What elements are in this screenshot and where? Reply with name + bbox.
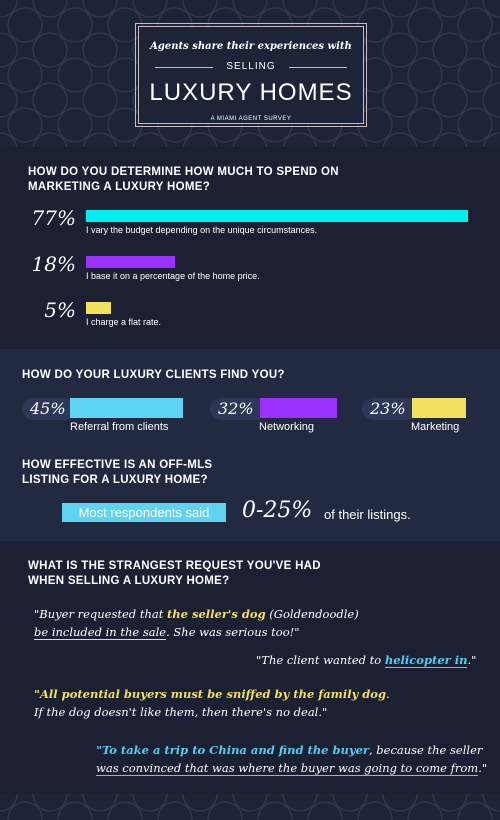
bar xyxy=(86,302,111,314)
bar xyxy=(412,398,466,418)
quote-2-highlight: helicopter in xyxy=(384,653,468,668)
quote-2-text: "The client wanted to xyxy=(256,653,385,667)
bar-category-label: I charge a flat rate. xyxy=(86,317,162,327)
quote-1-underlined: be included in the sale xyxy=(34,625,167,640)
question-4-title-line1: WHAT IS THE STRANGEST REQUEST YOU'VE HAD xyxy=(28,560,321,572)
pill-bg xyxy=(210,398,266,420)
question-1-title: HOW DO YOU DETERMINE HOW MUCH TO SPEND O… xyxy=(28,166,339,193)
bar-value-label: 23% xyxy=(370,399,406,418)
question-3-title-line1: HOW EFFECTIVE IS AN OFF-MLS xyxy=(22,459,213,471)
bar-value-label: 32% xyxy=(218,399,254,418)
pill-bg xyxy=(362,398,418,420)
bar xyxy=(260,398,337,418)
quote-1-text: "Buyer requested that xyxy=(34,607,167,621)
footer-pattern xyxy=(0,794,500,820)
bar-category-label: Networking xyxy=(259,421,315,433)
quote-2-text-2: ." xyxy=(467,653,477,667)
bar-category-label: Marketing xyxy=(411,421,460,433)
bar xyxy=(86,210,468,222)
quote-4-text: , because the seller xyxy=(368,743,483,757)
quote-3-highlight: "All potential buyers must be sniffed by… xyxy=(34,687,387,701)
quote-3: "All potential buyers must be sniffed by… xyxy=(34,685,390,721)
question-1-panel: HOW DO YOU DETERMINE HOW MUCH TO SPEND O… xyxy=(0,147,500,349)
q3-value: 0-25% xyxy=(242,498,313,523)
pill-bg xyxy=(22,398,76,420)
quote-4-text-2: ." xyxy=(478,761,488,775)
quote-4: "To take a trip to China and find the bu… xyxy=(96,741,487,777)
quote-4-highlight: "To take a trip to China and find the bu… xyxy=(96,743,369,757)
bar-value-label: 5% xyxy=(44,298,76,322)
q3-highlight: Most respondents said xyxy=(62,503,226,522)
title-box: Agents share their experiences with SELL… xyxy=(135,23,367,127)
title-pre: Agents share their experiences with xyxy=(150,41,352,52)
title-main: LUXURY HOMES xyxy=(149,79,353,106)
bar xyxy=(70,398,183,418)
bar-value-label: 18% xyxy=(31,252,76,276)
quote-1-highlight: the seller's dog xyxy=(167,607,266,621)
quote-1-text-2: (Goldendoodle) xyxy=(265,607,359,621)
quote-3-text: . xyxy=(386,687,390,701)
quote-1: "Buyer requested that the seller's dog (… xyxy=(34,605,359,641)
quote-3-text-2: If the dog doesn't like them, then there… xyxy=(34,705,328,719)
quote-1-text-3: . She was serious too!" xyxy=(166,625,300,639)
question-2-title: HOW DO YOUR LUXURY CLIENTS FIND YOU? xyxy=(22,369,285,381)
question-4-title-line2: WHEN SELLING A LUXURY HOME? xyxy=(28,575,230,587)
bar xyxy=(86,256,175,268)
bar-category-label: I base it on a percentage of the home pr… xyxy=(86,271,260,281)
question-4-panel: WHAT IS THE STRANGEST REQUEST YOU'VE HAD… xyxy=(0,541,500,794)
title-foot: A MIAMI AGENT SURVEY xyxy=(210,116,292,122)
bar-value-label: 77% xyxy=(31,206,76,230)
title-mid: SELLING xyxy=(139,61,363,72)
bar-category-label: I vary the budget depending on the uniqu… xyxy=(86,225,318,235)
bar-category-label: Referral from clients xyxy=(70,421,169,433)
bar-value-label: 45% xyxy=(30,399,66,418)
quote-2: "The client wanted to helicopter in." xyxy=(256,651,476,669)
question-3-title-line2: LISTING FOR A LUXURY HOME? xyxy=(22,474,208,486)
quote-4-underlined: was convinced that was where the buyer w… xyxy=(96,761,479,776)
q3-tail: of their listings. xyxy=(324,507,411,522)
